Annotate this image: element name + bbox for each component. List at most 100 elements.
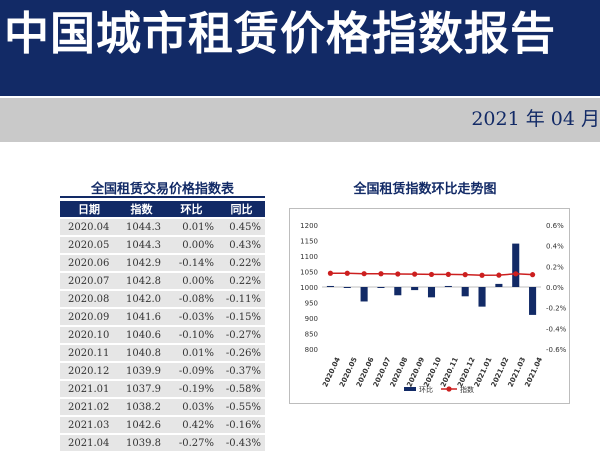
cell-date: 2020.07	[60, 273, 118, 289]
table-row: 2020.05 1044.3 0.00% 0.43%	[60, 237, 265, 253]
cell-mom: 0.00%	[165, 237, 218, 253]
cell-mom: -0.09%	[165, 363, 218, 379]
cell-mom: -0.10%	[165, 327, 218, 343]
y-left-tick-label: 1200	[300, 222, 318, 230]
cell-date: 2020.05	[60, 237, 118, 253]
cell-yoy: -0.55%	[218, 399, 265, 415]
mom-bar	[461, 287, 469, 297]
date-strip	[0, 98, 600, 142]
table-row: 2020.11 1040.8 0.01% -0.26%	[60, 345, 265, 361]
index-point	[412, 271, 418, 277]
cell-mom: 0.01%	[165, 219, 218, 235]
cell-date: 2020.04	[60, 219, 118, 235]
table-row: 2021.02 1038.2 0.03% -0.55%	[60, 399, 265, 415]
index-chart: 1200 1150 1100 1050 1000 950 900 850 800 0.6% 0.4%…	[300, 222, 567, 394]
index-point	[344, 270, 350, 276]
cell-mom: -0.27%	[165, 435, 218, 451]
y-right-tick-label: -0.2%	[546, 305, 567, 313]
legend-label-mom: 环比	[419, 385, 433, 394]
mom-bar	[529, 287, 537, 315]
cell-date: 2020.06	[60, 255, 118, 271]
cell-index: 1042.6	[118, 417, 165, 433]
table-row: 2020.12 1039.9 -0.09% -0.37%	[60, 363, 265, 379]
cell-yoy: 0.22%	[218, 255, 265, 271]
y-left-tick-label: 800	[305, 346, 318, 354]
cell-yoy: -0.26%	[218, 345, 265, 361]
table-row: 2021.04 1039.8 -0.27% -0.43%	[60, 435, 265, 451]
cell-yoy: -0.43%	[218, 435, 265, 451]
index-point	[462, 272, 468, 278]
cell-index: 1042.9	[118, 255, 165, 271]
index-point	[395, 271, 401, 277]
cell-yoy: 0.22%	[218, 273, 265, 289]
column-header-yoy: 同比	[218, 201, 265, 217]
cell-index: 1042.0	[118, 291, 165, 307]
y-left-tick-label: 1050	[300, 269, 318, 277]
mom-bar	[478, 287, 486, 307]
y-right-tick-label: 0.2%	[546, 263, 564, 271]
cell-date: 2021.03	[60, 417, 118, 433]
table-row: 2020.08 1042.0 -0.08% -0.11%	[60, 291, 265, 307]
cell-date: 2020.12	[60, 363, 118, 379]
table-row: 2020.04 1044.3 0.01% 0.45%	[60, 219, 265, 235]
y-left-tick-label: 850	[305, 331, 318, 339]
y-right-tick-label: -0.6%	[546, 346, 567, 354]
cell-index: 1038.2	[118, 399, 165, 415]
cell-mom: 0.00%	[165, 273, 218, 289]
header-banner: 中国城市租赁价格指数报告	[0, 0, 600, 96]
index-point	[496, 272, 502, 278]
cell-yoy: 0.45%	[218, 219, 265, 235]
cell-yoy: -0.37%	[218, 363, 265, 379]
table-header-row: 日期 指数 环比 同比	[60, 201, 265, 217]
table-row: 2020.06 1042.9 -0.14% 0.22%	[60, 255, 265, 271]
index-point	[513, 271, 519, 277]
cell-yoy: -0.27%	[218, 327, 265, 343]
chart-title: 全国租赁指数环比走势图	[353, 182, 497, 197]
cell-date: 2021.04	[60, 435, 118, 451]
y-left-tick-label: 900	[305, 315, 318, 323]
column-header-index: 指数	[118, 201, 165, 217]
legend-swatch-mom	[404, 387, 416, 391]
column-header-mom: 环比	[165, 201, 218, 217]
cell-yoy: -0.11%	[218, 291, 265, 307]
cell-date: 2020.08	[60, 291, 118, 307]
cell-index: 1042.8	[118, 273, 165, 289]
cell-index: 1044.3	[118, 237, 165, 253]
index-point	[361, 271, 367, 277]
cell-mom: 0.42%	[165, 417, 218, 433]
cell-yoy: -0.58%	[218, 381, 265, 397]
report-title: 中国城市租赁价格指数报告	[4, 7, 557, 60]
index-point	[479, 272, 485, 278]
cell-index: 1040.6	[118, 327, 165, 343]
cell-yoy: -0.15%	[218, 309, 265, 325]
cell-mom: -0.19%	[165, 381, 218, 397]
mom-bar	[411, 287, 419, 291]
cell-yoy: 0.43%	[218, 237, 265, 253]
mom-bar	[394, 287, 402, 296]
mom-bar	[444, 285, 452, 287]
mom-bar	[343, 287, 351, 288]
mom-bar	[326, 285, 334, 287]
y-left-tick-label: 1150	[300, 238, 318, 246]
cell-mom: 0.03%	[165, 399, 218, 415]
cell-mom: 0.01%	[165, 345, 218, 361]
y-right-tick-label: 0.4%	[546, 243, 564, 251]
table-row: 2020.09 1041.6 -0.03% -0.15%	[60, 309, 265, 325]
cell-index: 1041.6	[118, 309, 165, 325]
cell-date: 2020.11	[60, 345, 118, 361]
cell-yoy: -0.16%	[218, 417, 265, 433]
mom-bar	[427, 287, 436, 298]
mom-bar	[495, 283, 503, 287]
index-point	[428, 271, 435, 278]
table-row: 2020.10 1040.6 -0.10% -0.27%	[60, 327, 265, 343]
mom-bar	[377, 287, 385, 288]
legend-label-index: 指数	[460, 385, 474, 394]
cell-mom: -0.03%	[165, 309, 218, 325]
column-header-date: 日期	[60, 201, 118, 217]
cell-index: 1039.9	[118, 363, 165, 379]
table-title: 全国租赁交易价格指数表	[90, 182, 234, 197]
cell-mom: -0.14%	[165, 255, 218, 271]
cell-index: 1039.8	[118, 435, 165, 451]
table-row: 2020.07 1042.8 0.00% 0.22%	[60, 273, 265, 289]
chart-frame	[289, 208, 570, 404]
